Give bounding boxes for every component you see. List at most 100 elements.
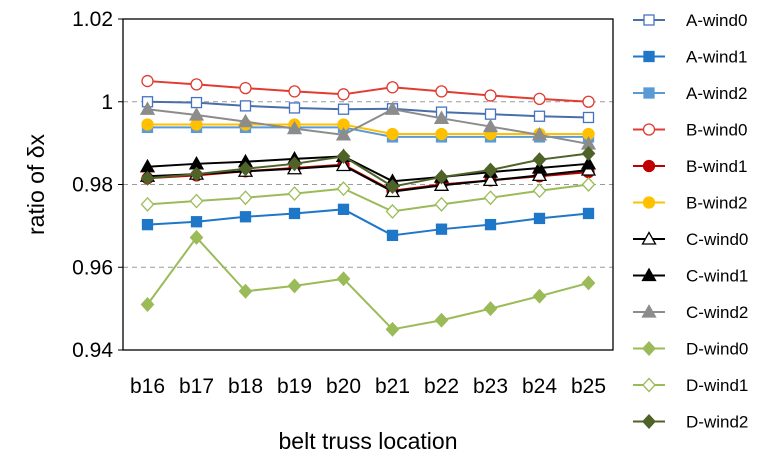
data-point-c-wind2 (384, 101, 401, 115)
legend-marker-d-wind1 (642, 377, 656, 393)
data-point-d-wind1 (532, 183, 547, 199)
y-axis-title: ratio of δx (23, 134, 49, 236)
legend-marker-a-wind2 (643, 87, 655, 99)
data-point-d-wind2 (532, 152, 547, 168)
data-point-c-wind2 (237, 113, 254, 128)
data-point-d-wind2 (385, 179, 400, 195)
data-point-a-wind0 (484, 108, 497, 120)
data-point-d-wind2 (287, 156, 302, 172)
data-point-a-wind1 (582, 207, 595, 220)
series-line-a-wind1 (147, 208, 589, 237)
x-tick-label: b22 (424, 375, 459, 398)
y-tick-label: 0.94 (72, 339, 113, 362)
data-point-d-wind2 (581, 146, 596, 161)
legend-label-c-wind1: C-wind1 (686, 267, 748, 286)
data-point-c-wind0 (335, 157, 352, 172)
data-point-a-wind0 (337, 103, 350, 115)
data-point-a-wind0 (190, 96, 203, 109)
data-point-d-wind1 (140, 196, 155, 212)
legend-label-a-wind2: A-wind2 (686, 84, 747, 103)
data-point-a-wind1 (239, 211, 252, 223)
data-point-d-wind1 (287, 186, 302, 202)
data-point-b-wind0 (533, 92, 546, 106)
data-point-a-wind1 (435, 223, 448, 235)
data-point-b-wind0 (141, 74, 154, 88)
legend-marker-b-wind0 (642, 123, 656, 136)
data-point-d-wind2 (238, 161, 253, 177)
data-point-d-wind2 (189, 166, 204, 182)
data-point-b-wind2 (190, 118, 203, 131)
legend-marker-d-wind2 (642, 414, 656, 429)
x-tick-label: b24 (522, 375, 557, 398)
x-tick-label: b23 (473, 375, 508, 398)
legend-label-b-wind2: B-wind2 (686, 194, 747, 213)
x-tick-label: b19 (277, 375, 312, 398)
x-tick-label: b21 (375, 375, 410, 398)
data-point-b-wind0 (337, 88, 350, 101)
data-point-d-wind1 (385, 203, 400, 219)
x-tick-label: b17 (179, 375, 214, 398)
data-point-d-wind2 (336, 148, 351, 164)
data-point-b-wind0 (239, 81, 252, 95)
x-tick-label: b25 (571, 375, 606, 398)
data-point-d-wind0 (581, 275, 596, 291)
data-point-c-wind1 (580, 155, 597, 170)
y-tick-label: 0.98 (72, 174, 113, 197)
data-point-b-wind2 (435, 127, 448, 141)
data-point-d-wind2 (483, 162, 498, 178)
data-point-d-wind1 (434, 196, 449, 212)
data-point-d-wind0 (532, 288, 547, 304)
data-point-c-wind2 (188, 107, 205, 121)
data-point-d-wind1 (189, 193, 204, 209)
data-point-c-wind2 (286, 120, 303, 135)
data-point-c-wind1 (531, 160, 548, 174)
legend-label-b-wind1: B-wind1 (686, 157, 747, 176)
data-point-a-wind1 (337, 203, 350, 215)
legend-marker-c-wind1 (641, 267, 657, 282)
data-point-b-wind0 (288, 85, 301, 98)
data-point-a-wind1 (533, 212, 546, 225)
legend-label-d-wind1: D-wind1 (686, 376, 748, 395)
data-point-d-wind0 (140, 297, 155, 312)
data-point-d-wind0 (336, 271, 351, 287)
legend-marker-a-wind1 (643, 50, 655, 63)
series-line-c-wind0 (147, 164, 589, 193)
data-point-a-wind0 (533, 110, 546, 122)
data-point-d-wind0 (287, 278, 302, 294)
series-line-b-wind0 (147, 80, 589, 103)
series-line-c-wind2 (147, 108, 589, 145)
data-point-d-wind0 (385, 321, 400, 337)
data-point-d-wind1 (336, 181, 351, 197)
data-point-d-wind1 (483, 190, 498, 206)
legend-marker-c-wind2 (641, 304, 657, 318)
data-point-d-wind1 (238, 190, 253, 206)
data-point-c-wind2 (531, 127, 548, 141)
data-point-b-wind0 (435, 85, 448, 98)
data-point-a-wind1 (190, 216, 203, 228)
legend-marker-a-wind0 (643, 14, 655, 26)
legend-marker-b-wind2 (642, 196, 656, 209)
data-point-a-wind1 (484, 218, 497, 231)
data-point-b-wind2 (386, 127, 399, 141)
series-line-b-wind2 (147, 123, 589, 136)
series-line-c-wind1 (147, 155, 589, 183)
x-tick-label: b18 (228, 375, 263, 398)
data-point-a-wind1 (141, 218, 154, 231)
data-point-c-wind2 (139, 101, 156, 115)
y-tick-label: 1.02 (72, 8, 113, 31)
y-tick-label: 0.96 (72, 256, 113, 279)
data-point-d-wind0 (238, 283, 253, 299)
data-point-d-wind2 (140, 170, 155, 186)
y-tick-label: 1 (101, 91, 113, 114)
data-point-b-wind0 (582, 95, 595, 108)
data-point-c-wind2 (335, 127, 352, 141)
legend-label-c-wind2: C-wind2 (686, 303, 748, 322)
data-point-b-wind0 (190, 78, 203, 91)
data-point-c-wind2 (482, 118, 499, 133)
data-point-d-wind0 (189, 230, 204, 245)
legend-marker-c-wind0 (641, 231, 657, 245)
data-point-a-wind1 (288, 207, 301, 220)
data-point-b-wind0 (386, 81, 399, 94)
